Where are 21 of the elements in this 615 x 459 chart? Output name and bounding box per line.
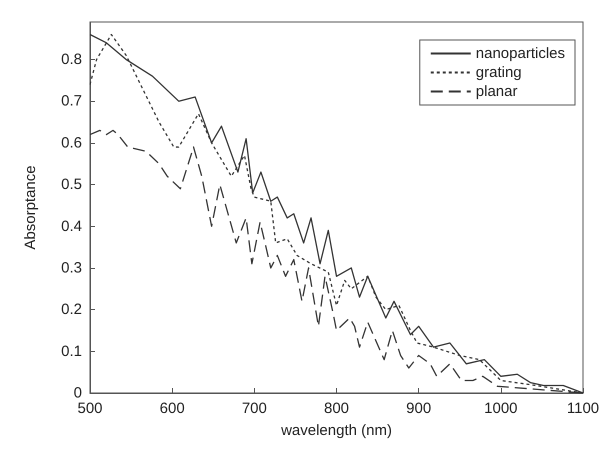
legend-label: planar [476, 83, 518, 100]
x-tick-label: 800 [324, 400, 350, 417]
y-axis-title: Absorptance [22, 165, 39, 250]
y-tick-label: 0.4 [61, 218, 82, 235]
y-tick-label: 0.2 [61, 301, 82, 318]
legend-label: grating [476, 64, 522, 81]
x-tick-label: 600 [160, 400, 185, 417]
x-tick-label: 900 [406, 400, 432, 417]
x-tick-label: 1000 [484, 400, 518, 417]
x-tick-label: 1100 [566, 400, 600, 417]
y-tick-label: 0.3 [61, 259, 82, 276]
y-tick-label: 0.1 [61, 342, 82, 360]
y-tick-label: 0.8 [61, 51, 82, 68]
x-tick-label: 500 [77, 400, 103, 417]
y-tick-label: 0.5 [61, 176, 82, 194]
x-axis-title: wavelength (nm) [280, 422, 392, 439]
y-tick-label: 0.7 [61, 92, 82, 110]
legend-label: nanoparticles [476, 45, 566, 62]
y-tick-label: 0.6 [61, 134, 82, 152]
x-tick-label: 700 [242, 400, 267, 417]
y-tick-label: 0 [74, 384, 82, 402]
